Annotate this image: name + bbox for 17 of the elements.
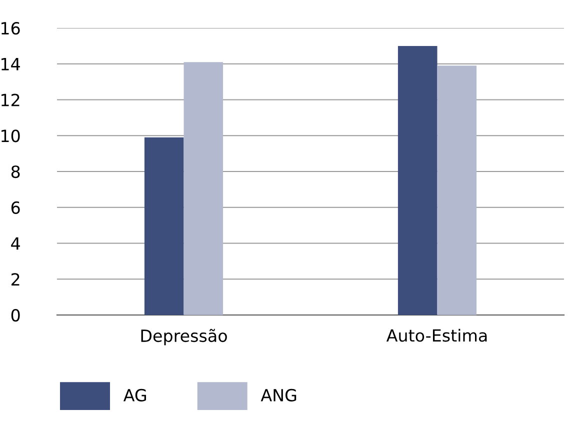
y-tick-label: 2 (12, 273, 20, 286)
y-tick-label: 0 (11, 308, 20, 322)
bar (398, 46, 438, 315)
x-tick-label: Depressão (141, 328, 227, 346)
bar (184, 62, 224, 315)
bar (437, 66, 477, 315)
legend-label: ANG (260, 388, 296, 402)
bar (144, 137, 184, 315)
y-tick-label: 10 (2, 130, 20, 142)
legend-label: AG (123, 388, 146, 402)
x-tick-label: Auto-Estima (386, 328, 487, 342)
y-tick-label: 6 (11, 201, 20, 214)
y-tick-label: 16 (2, 22, 20, 35)
y-tick-label: 8 (11, 165, 20, 178)
y-tick-label: 12 (2, 94, 20, 106)
y-tick-label: 4 (11, 237, 20, 250)
y-tick-label: 14 (2, 58, 20, 70)
